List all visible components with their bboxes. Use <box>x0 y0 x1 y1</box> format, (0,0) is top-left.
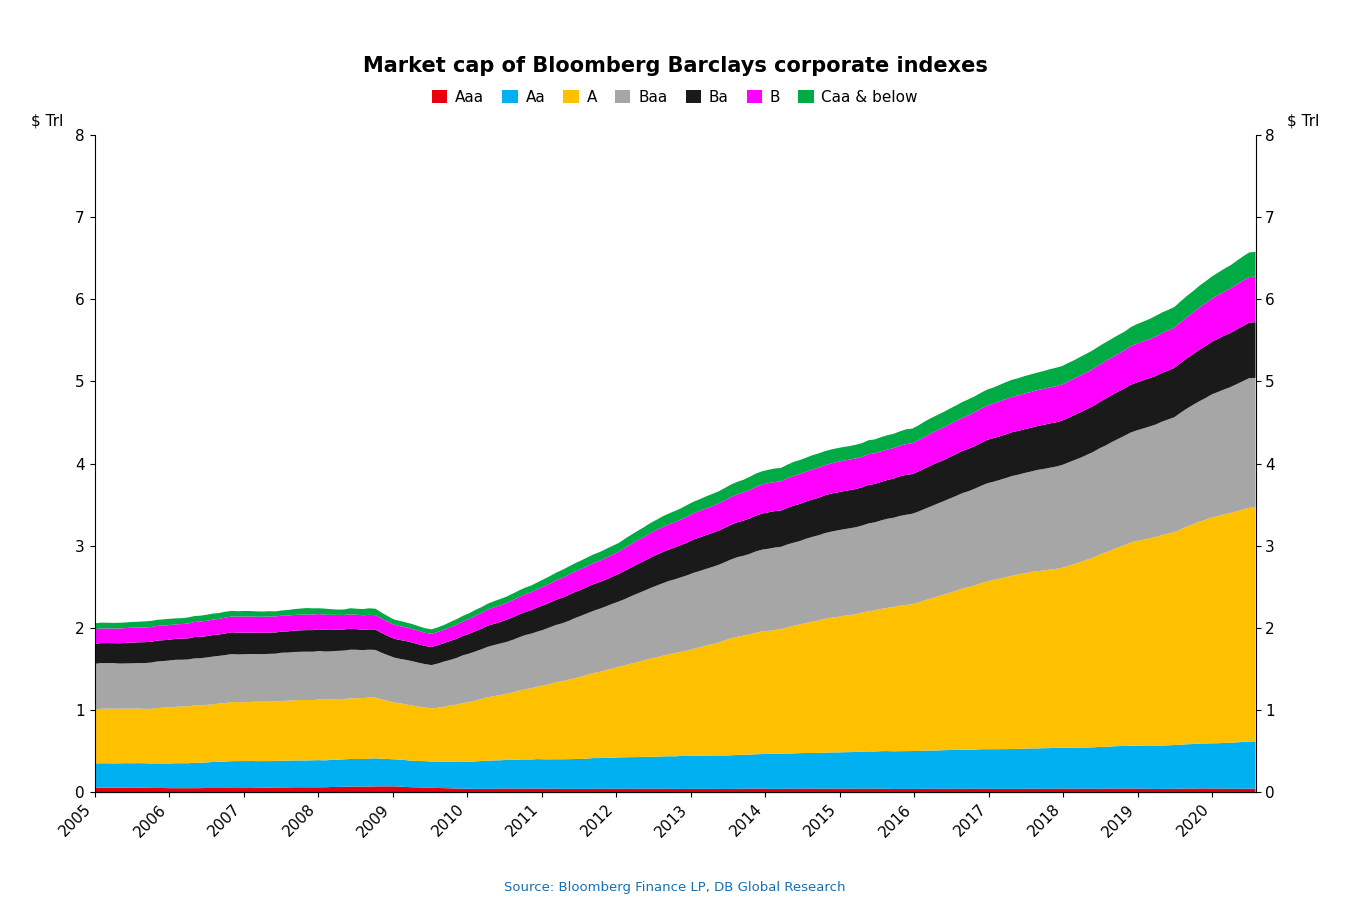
Text: $ Trl: $ Trl <box>1287 113 1319 129</box>
Text: Source: Bloomberg Finance LP, DB Global Research: Source: Bloomberg Finance LP, DB Global … <box>505 881 845 894</box>
Title: Market cap of Bloomberg Barclays corporate indexes: Market cap of Bloomberg Barclays corpora… <box>363 57 987 76</box>
Legend: Aaa, Aa, A, Baa, Ba, B, Caa & below: Aaa, Aa, A, Baa, Ba, B, Caa & below <box>427 84 923 111</box>
Text: $ Trl: $ Trl <box>31 113 63 129</box>
